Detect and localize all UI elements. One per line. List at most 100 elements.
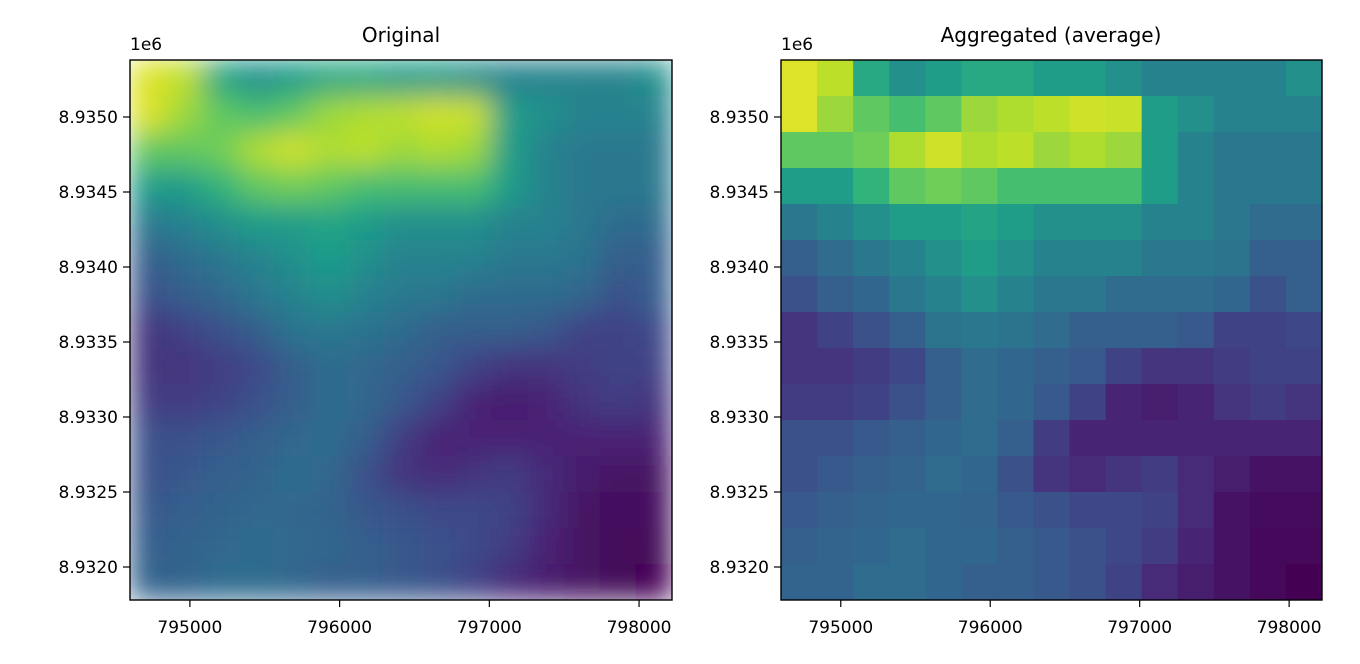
heatmap-cell bbox=[346, 384, 384, 421]
heatmap-cell bbox=[1069, 492, 1107, 529]
heatmap-cell bbox=[130, 240, 167, 277]
heatmap-cell bbox=[310, 240, 348, 277]
heatmap-cell bbox=[1285, 132, 1322, 169]
heatmap-cell bbox=[1105, 312, 1143, 349]
y-axis: 8.9320 8.9325 8.9330 8.9335 8.9340 8.9345 8.93… bbox=[710, 108, 781, 578]
heatmap-cell bbox=[1249, 528, 1287, 565]
heatmap-cell bbox=[455, 456, 492, 493]
heatmap-cell bbox=[1141, 348, 1179, 385]
heatmap-cell bbox=[1141, 204, 1179, 241]
heatmap-cell bbox=[238, 168, 276, 205]
heatmap-cell bbox=[527, 564, 565, 600]
heatmap-cell bbox=[853, 348, 890, 385]
heatmap-cell bbox=[166, 528, 203, 565]
heatmap-cell bbox=[274, 276, 312, 313]
y-tick-label: 8.9325 bbox=[710, 483, 769, 503]
heatmap-cell bbox=[1177, 528, 1215, 565]
heatmap-cell bbox=[599, 456, 637, 493]
heatmap-cell bbox=[202, 96, 239, 133]
heatmap-cell bbox=[1177, 96, 1215, 133]
heatmap-cell bbox=[346, 132, 384, 169]
heatmap-cell bbox=[1177, 60, 1215, 97]
heatmap-cell bbox=[1141, 240, 1179, 277]
heatmap-cell bbox=[1105, 384, 1143, 421]
heatmap-cell bbox=[202, 564, 239, 600]
heatmap-cell bbox=[961, 204, 998, 241]
heatmap-cell bbox=[853, 276, 890, 313]
heatmap-cell bbox=[1033, 276, 1071, 313]
heatmap-cell bbox=[817, 132, 854, 169]
heatmap-cell bbox=[310, 420, 348, 457]
heatmap-cell bbox=[527, 60, 565, 97]
y-tick-label: 8.9350 bbox=[710, 108, 769, 128]
heatmap-cell bbox=[599, 60, 637, 97]
heatmap-cell bbox=[1069, 168, 1107, 205]
heatmap-cell bbox=[1249, 492, 1287, 529]
heatmap-cell bbox=[1285, 564, 1322, 600]
heatmap-cell bbox=[1213, 240, 1251, 277]
heatmap-cell bbox=[853, 528, 890, 565]
heatmap-cell bbox=[1213, 564, 1251, 600]
heatmap-cell bbox=[961, 276, 998, 313]
heatmap-cell bbox=[563, 312, 601, 349]
heatmap-cell bbox=[817, 384, 854, 421]
x-tick-label: 798000 bbox=[607, 618, 672, 638]
heatmap-cell bbox=[997, 204, 1035, 241]
heatmap-cell bbox=[1105, 528, 1143, 565]
heatmap-cell bbox=[238, 384, 276, 421]
heatmap-cell bbox=[166, 276, 203, 313]
heatmap-cell bbox=[599, 384, 637, 421]
heatmap-cell bbox=[563, 564, 601, 600]
heatmap-cell bbox=[346, 348, 384, 385]
heatmap-cell bbox=[455, 96, 492, 133]
heatmap-cell bbox=[1285, 420, 1322, 457]
panel-original: Original 1e6 795000 796000 797000 798000 8.… bbox=[59, 23, 673, 638]
heatmap-cell bbox=[563, 96, 601, 133]
heatmap-cell bbox=[382, 456, 420, 493]
heatmap-cell bbox=[997, 492, 1035, 529]
heatmap-cell bbox=[997, 96, 1035, 133]
heatmap-cell bbox=[274, 384, 312, 421]
heatmap-cell bbox=[817, 348, 854, 385]
heatmap-cell bbox=[491, 528, 529, 565]
heatmap-cell bbox=[1285, 528, 1322, 565]
heatmap-cell bbox=[961, 348, 998, 385]
heatmap-cell bbox=[889, 96, 926, 133]
heatmap-cell bbox=[599, 420, 637, 457]
heatmap-cell bbox=[889, 348, 926, 385]
heatmap-cell bbox=[202, 240, 239, 277]
heatmap-cell bbox=[1285, 204, 1322, 241]
heatmap-cell bbox=[527, 384, 565, 421]
heatmap-cell bbox=[1069, 564, 1107, 600]
heatmap-cell bbox=[563, 420, 601, 457]
heatmap-cell bbox=[961, 420, 998, 457]
heatmap-cell bbox=[781, 456, 818, 493]
heatmap-cell bbox=[419, 348, 456, 385]
y-offset-label: 1e6 bbox=[130, 35, 162, 55]
heatmap-cell bbox=[1249, 240, 1287, 277]
axes-frame bbox=[129, 59, 673, 601]
heatmap-cell bbox=[1177, 348, 1215, 385]
heatmap-cell bbox=[1285, 240, 1322, 277]
heatmap-cell bbox=[563, 492, 601, 529]
heatmap-cell bbox=[889, 132, 926, 169]
heatmap-cell bbox=[1069, 420, 1107, 457]
heatmap-cells bbox=[781, 60, 1322, 600]
heatmap-cell bbox=[491, 492, 529, 529]
heatmap-cell bbox=[635, 60, 672, 97]
heatmap-cell bbox=[346, 456, 384, 493]
heatmap-cell bbox=[166, 420, 203, 457]
heatmap-cell bbox=[817, 456, 854, 493]
heatmap-cell bbox=[274, 312, 312, 349]
heatmap-cell bbox=[1213, 168, 1251, 205]
heatmap-cell bbox=[817, 204, 854, 241]
heatmap-cell bbox=[1105, 240, 1143, 277]
heatmap-cell bbox=[310, 60, 348, 97]
heatmap-cell bbox=[527, 420, 565, 457]
heatmap-cell bbox=[961, 96, 998, 133]
heatmap-cell bbox=[1177, 564, 1215, 600]
heatmap-cell bbox=[1249, 132, 1287, 169]
heatmap-cell bbox=[527, 528, 565, 565]
heatmap-cell bbox=[1249, 60, 1287, 97]
heatmap-cell bbox=[1069, 60, 1107, 97]
